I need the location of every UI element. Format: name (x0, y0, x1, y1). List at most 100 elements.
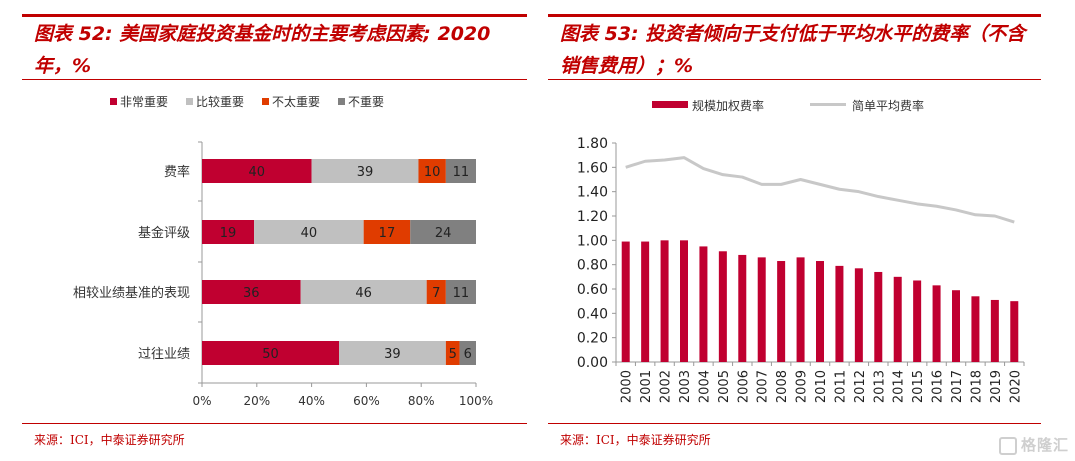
chart-52-source: 来源：ICI，中泰证券研究所 (34, 433, 185, 447)
data-label: 40 (301, 226, 318, 241)
y-tick-label: 1.20 (577, 209, 608, 225)
category-label: 相较业绩基准的表现 (73, 285, 190, 301)
data-label: 11 (453, 286, 470, 301)
bar-2000 (621, 241, 630, 362)
y-tick-label: 0.20 (577, 331, 608, 347)
bar-2017 (952, 290, 960, 362)
legend-label-1: 比较重要 (196, 94, 244, 109)
category-label: 过往业绩 (138, 347, 190, 362)
bar-2004 (699, 246, 708, 362)
legend-swatch-0 (110, 98, 117, 105)
bar-segment (410, 220, 476, 244)
x-tick-label: 2003 (678, 370, 693, 403)
x-tick-label: 2011 (833, 370, 848, 403)
bar-segment (311, 159, 419, 183)
x-tick-label: 60% (353, 394, 380, 408)
data-label: 7 (432, 286, 440, 301)
x-tick-label: 100% (459, 394, 493, 408)
y-tick-label: 1.60 (577, 160, 608, 176)
legend-swatch-2 (262, 98, 269, 105)
data-label: 6 (464, 347, 472, 362)
x-tick-label: 20% (243, 394, 270, 408)
x-tick-label: 2014 (892, 370, 907, 403)
watermark: 格隆汇 (998, 434, 1069, 455)
category-label: 费率 (164, 164, 190, 180)
bar-2007 (757, 257, 766, 362)
bar-segment (426, 280, 446, 304)
category-label: 基金评级 (138, 225, 190, 241)
source-rule (548, 423, 1041, 424)
y-tick-label: 0.60 (577, 282, 608, 298)
x-tick-label: 40% (298, 394, 325, 408)
bar-2013 (874, 271, 883, 362)
title-bottom-rule (22, 79, 527, 80)
bar-segment (202, 220, 255, 244)
data-label: 40 (249, 165, 266, 180)
x-tick-label: 2007 (756, 370, 771, 403)
bar-2011 (835, 265, 844, 362)
x-tick-label: 2015 (911, 370, 926, 403)
title-top-rule (548, 14, 1041, 17)
bar-2006 (738, 254, 747, 362)
bar-2019 (990, 299, 999, 362)
bar-segment (363, 220, 411, 244)
data-label: 39 (384, 347, 401, 362)
x-tick-label: 80% (408, 394, 435, 408)
bar-2020 (1010, 301, 1019, 362)
data-label: 50 (262, 347, 279, 362)
chart-52-title: 图表 52: 美国家庭投资基金时的主要考虑因素; 2020年，% (34, 23, 491, 77)
data-label: 36 (243, 286, 260, 301)
bar-2008 (777, 261, 786, 362)
y-tick-label: 0.80 (577, 258, 608, 274)
x-tick-label: 2018 (969, 370, 984, 403)
x-tick-label: 2008 (775, 370, 790, 403)
legend-label-3: 不重要 (348, 95, 384, 109)
x-tick-label: 2002 (659, 370, 674, 403)
bar-segment (459, 341, 476, 365)
x-tick-label: 2012 (853, 370, 868, 403)
y-tick-label: 0.40 (577, 306, 608, 322)
bar-2015 (913, 280, 922, 362)
x-tick-label: 2017 (950, 370, 965, 403)
right-chart-panel: 图表 53: 投资者倾向于支付低于平均水平的费率（不含销售费用）；% 规模加权费… (540, 0, 1075, 461)
x-tick-label: 2013 (872, 370, 887, 403)
chart-53-bar-line: 规模加权费率 简单平均费率 0.00 0.20 0.40 0.60 0.80 1.00 1.20… (577, 98, 1025, 403)
bar-2002 (660, 240, 669, 362)
legend-label-0: 非常重要 (120, 95, 168, 109)
data-label: 10 (424, 165, 441, 180)
y-tick-label: 0.00 (577, 355, 608, 371)
bar-2012 (854, 268, 863, 362)
x-tick-label: 2010 (814, 370, 829, 403)
bar-segment (202, 341, 339, 365)
bar-segment (418, 159, 446, 183)
watermark-text: 格隆汇 (1020, 436, 1069, 454)
left-chart-panel: 图表 52: 美国家庭投资基金时的主要考虑因素; 2020年，% 非常重要 比较重… (22, 14, 527, 447)
legend-label-bar: 规模加权费率 (692, 98, 764, 113)
data-label: 46 (355, 286, 372, 301)
data-label: 5 (449, 347, 457, 362)
data-label: 19 (220, 226, 237, 241)
bar-2003 (680, 240, 688, 362)
bar-segment (445, 341, 460, 365)
bar-segment (254, 220, 364, 244)
x-tick-label: 2019 (989, 370, 1004, 403)
bar-segment (202, 159, 312, 183)
x-tick-label: 2006 (736, 370, 751, 403)
x-tick-label: 2020 (1008, 370, 1023, 403)
legend-label-2: 不太重要 (272, 94, 320, 109)
bar-2001 (641, 241, 650, 362)
chart-52-stacked-bar: 非常重要 比较重要 不太重要 不重要 0% 20% 40% 60% 80% 100% 费率 40 39 1… (73, 94, 493, 408)
source-rule (22, 423, 527, 424)
chart-53-source: 来源：ICI，中泰证券研究所 (560, 433, 711, 447)
legend-swatch-3 (338, 98, 345, 105)
x-tick-label: 2009 (795, 370, 810, 403)
x-tick-label: 2016 (931, 370, 946, 403)
x-tick-label: 2001 (639, 370, 654, 403)
y-tick-label: 1.40 (577, 185, 608, 201)
bar-segment (445, 280, 476, 304)
bar-2009 (796, 257, 805, 362)
line-series-simple-average (625, 156, 1015, 224)
watermark-logo-icon (998, 436, 1017, 455)
data-label: 24 (435, 226, 452, 241)
legend-swatch-1 (186, 98, 193, 105)
